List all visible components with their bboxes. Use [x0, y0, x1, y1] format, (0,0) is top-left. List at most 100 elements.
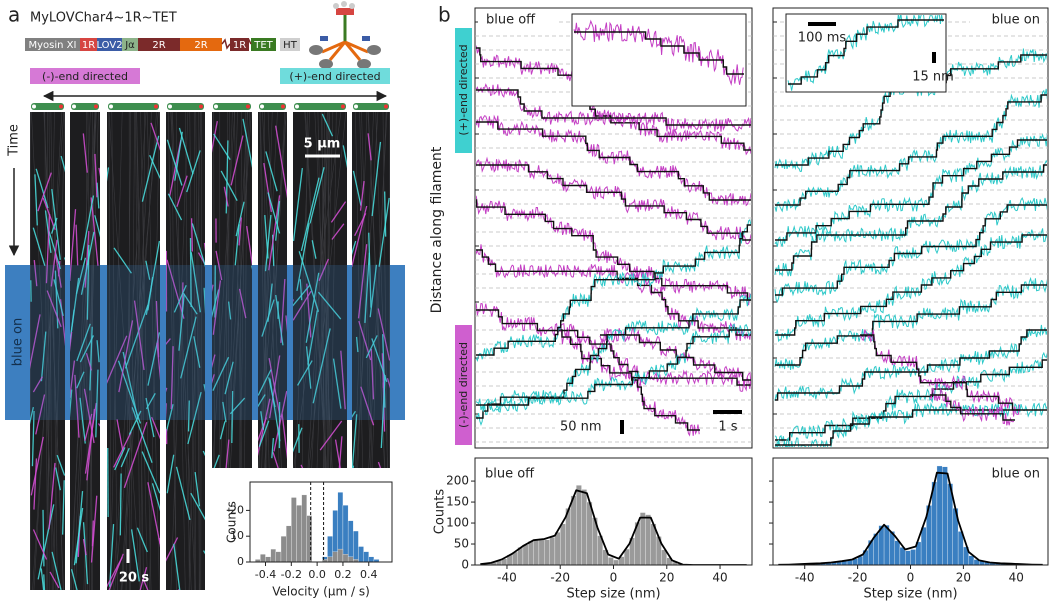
- plus-tag: (+)-end directed: [457, 44, 470, 135]
- histogram: [480, 485, 747, 565]
- kymo-texture: [355, 112, 363, 468]
- kymo-streak: [120, 447, 130, 468]
- hist-bar: [301, 494, 307, 562]
- hist-bar: [968, 555, 975, 565]
- kymo-streak: [296, 223, 310, 291]
- domain-label: 1R: [82, 40, 95, 51]
- kymo-streak: [371, 338, 388, 383]
- kymo-streak: [319, 420, 343, 451]
- y-tick-label: 100: [446, 516, 469, 530]
- kymograph-bar: [294, 103, 346, 110]
- kymo-streak: [42, 509, 45, 567]
- blue-tint: [258, 265, 287, 420]
- kymo-streak: [170, 346, 174, 410]
- kymo-texture: [239, 112, 242, 468]
- kymo-streak: [96, 182, 100, 209]
- hist-bar: [265, 556, 271, 562]
- kymo-texture: [307, 112, 330, 468]
- kymo-streak: [51, 217, 58, 234]
- kymograph-end: [295, 104, 299, 109]
- blue-tint: [352, 265, 390, 420]
- kymo-streak: [365, 335, 378, 359]
- blue-tint: [30, 265, 65, 420]
- kymo-streak: [275, 294, 284, 346]
- hist-bar: [639, 512, 646, 565]
- kymo-streak: [342, 145, 347, 169]
- scale-time: 20 s: [119, 571, 150, 586]
- kymo-streak: [352, 240, 357, 256]
- kymograph-bar: [213, 103, 251, 110]
- kymo-streak: [42, 197, 56, 231]
- inset-trace: [787, 15, 944, 91]
- kymo-streak: [338, 436, 343, 468]
- kymo-streak: [293, 284, 311, 307]
- kymo-texture: [175, 112, 186, 590]
- domain-block: [138, 38, 180, 51]
- fit-trace: [476, 329, 751, 406]
- x-tick-label: 40: [712, 571, 727, 585]
- kymo-streak: [305, 346, 312, 389]
- kymo-streak: [70, 569, 78, 590]
- fit-trace: [560, 329, 700, 431]
- x-tick-label: -40: [497, 571, 517, 585]
- hist-bar: [347, 520, 354, 562]
- kymograph-end: [281, 104, 285, 109]
- kymo-texture: [125, 112, 132, 590]
- kymo-streak: [354, 213, 367, 237]
- fit-trace: [775, 94, 1047, 206]
- kymo-streak: [189, 238, 192, 308]
- kymo-streak: [80, 231, 95, 295]
- kymo-streak: [193, 336, 201, 368]
- raw-trace: [774, 228, 1047, 343]
- histograms: -0.4 -0.2 0.0 0.2 0.4 0 10 20 Velocity (µm / s) C…: [225, 457, 1049, 602]
- kymo-streak: [96, 340, 100, 363]
- kymo-texture: [213, 112, 215, 468]
- kymo-streak: [133, 300, 145, 371]
- fit-curve: [778, 471, 1043, 565]
- kymo-streak: [94, 215, 100, 238]
- kymo-streak: [70, 389, 73, 418]
- kymo-texture: [382, 112, 388, 468]
- kymo-streak: [215, 250, 223, 281]
- hist-bar: [332, 551, 338, 562]
- plus-tag-box: [455, 28, 472, 153]
- kymo-streak: [203, 287, 205, 314]
- kymograph-streaks: [293, 112, 347, 468]
- hist-bar: [645, 514, 651, 565]
- right-title: blue on: [992, 13, 1040, 28]
- kymograph-bar: [71, 103, 99, 110]
- hist-bar: [260, 554, 266, 562]
- kymo-streak: [265, 151, 278, 192]
- fit-trace: [476, 299, 751, 419]
- kymograph-bar: [31, 103, 64, 110]
- kymo-streak: [371, 141, 382, 217]
- kymo-streak: [177, 589, 180, 590]
- panel-label: a: [8, 3, 20, 27]
- domain-break: [246, 38, 252, 45]
- hist-bar: [373, 559, 380, 562]
- x-tick-label: 0: [907, 571, 915, 585]
- kymo-streak: [30, 314, 41, 370]
- kymo-streak: [150, 122, 160, 151]
- kymo-streak: [173, 543, 181, 590]
- kymograph-end: [246, 104, 250, 109]
- kymo-streak: [107, 335, 128, 384]
- x-axis-label: Velocity (µm / s): [272, 585, 370, 599]
- kymo-streak: [268, 355, 281, 419]
- kymo-streak: [378, 197, 390, 267]
- x-tick-label: 20: [659, 571, 674, 585]
- kymograph-bar: [353, 103, 389, 110]
- kymo-streak: [268, 195, 281, 271]
- domain-label: Myosin XI: [29, 40, 77, 51]
- kymo-streak: [269, 378, 281, 442]
- kymo-streak: [235, 201, 245, 237]
- kymo-streak: [367, 133, 372, 161]
- kymo-streak: [178, 294, 185, 351]
- y-tick-label: 20: [230, 503, 244, 516]
- kymograph-end: [94, 104, 98, 109]
- x-axis-label: Step size (nm): [566, 587, 660, 602]
- kymo-streak: [191, 223, 205, 268]
- kymo-streak: [359, 180, 365, 211]
- hist-bar: [368, 556, 375, 562]
- kymo-streak: [334, 439, 341, 468]
